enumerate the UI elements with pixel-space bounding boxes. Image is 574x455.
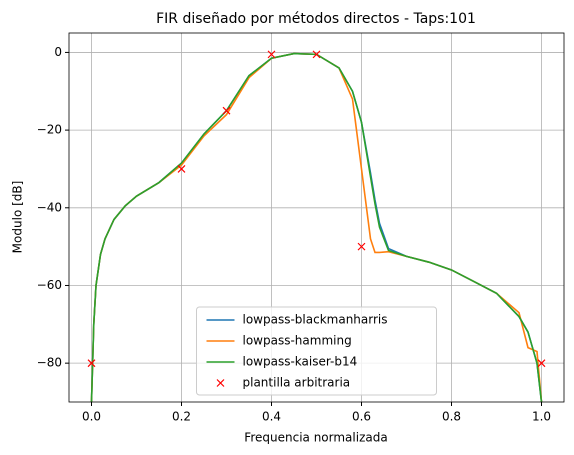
marker (357, 242, 366, 251)
y-tick-label: 0 (54, 45, 62, 59)
marker (87, 359, 96, 368)
y-tick-label: −80 (37, 356, 62, 370)
x-tick-label: 0.0 (82, 410, 101, 424)
legend-box (196, 306, 437, 396)
marker (177, 165, 186, 173)
x-tick-label: 1.0 (532, 410, 551, 424)
marker (222, 106, 231, 115)
x-tick-label: 0.6 (352, 410, 371, 424)
x-axis-label: Frequencia normalizada (244, 431, 387, 445)
line (90, 52, 543, 402)
legend-marker (216, 379, 225, 387)
plot-area (87, 50, 546, 402)
legend-label: lowpass-kaiser-b14 (243, 355, 358, 369)
y-axis-label: Modulo [dB] (11, 181, 25, 254)
x-tick-label: 0.2 (172, 410, 191, 424)
y-tick-label: −20 (37, 123, 62, 137)
x-tick-label: 0.4 (262, 410, 281, 424)
plot-frame (68, 32, 565, 403)
marker (537, 359, 546, 368)
chart-title: FIR diseñado por métodos directos - Taps… (156, 11, 476, 27)
legend-label: lowpass-hamming (243, 334, 352, 348)
y-tick-label: −40 (37, 200, 62, 214)
legend-label: lowpass-blackmanharris (243, 313, 388, 327)
legend-label: plantilla arbitraria (243, 376, 351, 390)
marker (267, 50, 276, 59)
x-tick-label: 0.8 (442, 410, 461, 424)
y-tick-label: −60 (37, 278, 62, 292)
marker (312, 50, 321, 59)
